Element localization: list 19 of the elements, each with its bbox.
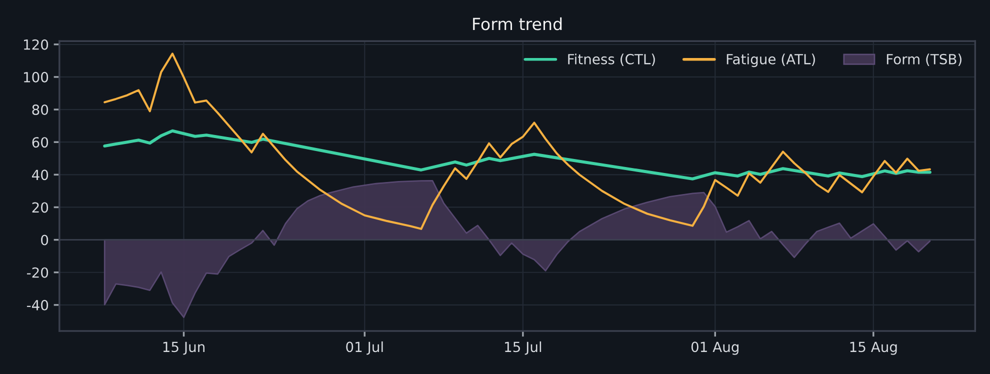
- y-tick-label: 100: [24, 72, 48, 82]
- y-tick-label: 40: [32, 170, 48, 180]
- x-tick-label: 15 Aug: [850, 342, 897, 355]
- line-series: [103, 129, 932, 180]
- y-tick-label: 80: [32, 104, 48, 116]
- legend-label: Fatigue (ATL): [726, 54, 815, 68]
- x-tick-label: 15 Jul: [505, 341, 542, 355]
- x-tick-label: 01 Aug: [691, 342, 738, 355]
- legend-label: Fitness (CTL): [568, 54, 655, 66]
- y-tick-label: -40: [26, 300, 48, 310]
- y-tick-label: 20: [32, 202, 48, 213]
- y-tick-label: 0: [41, 234, 48, 246]
- y-tick-label: 60: [32, 137, 48, 148]
- x-tick-label: 01 Jul: [346, 341, 383, 355]
- chart-title: Form trend: [473, 17, 562, 30]
- y-tick-label: -20: [26, 267, 48, 278]
- legend-label: Form (TSB): [886, 54, 962, 66]
- x-tick-label: 15 Jun: [163, 342, 204, 355]
- y-tick-label: 120: [24, 39, 48, 50]
